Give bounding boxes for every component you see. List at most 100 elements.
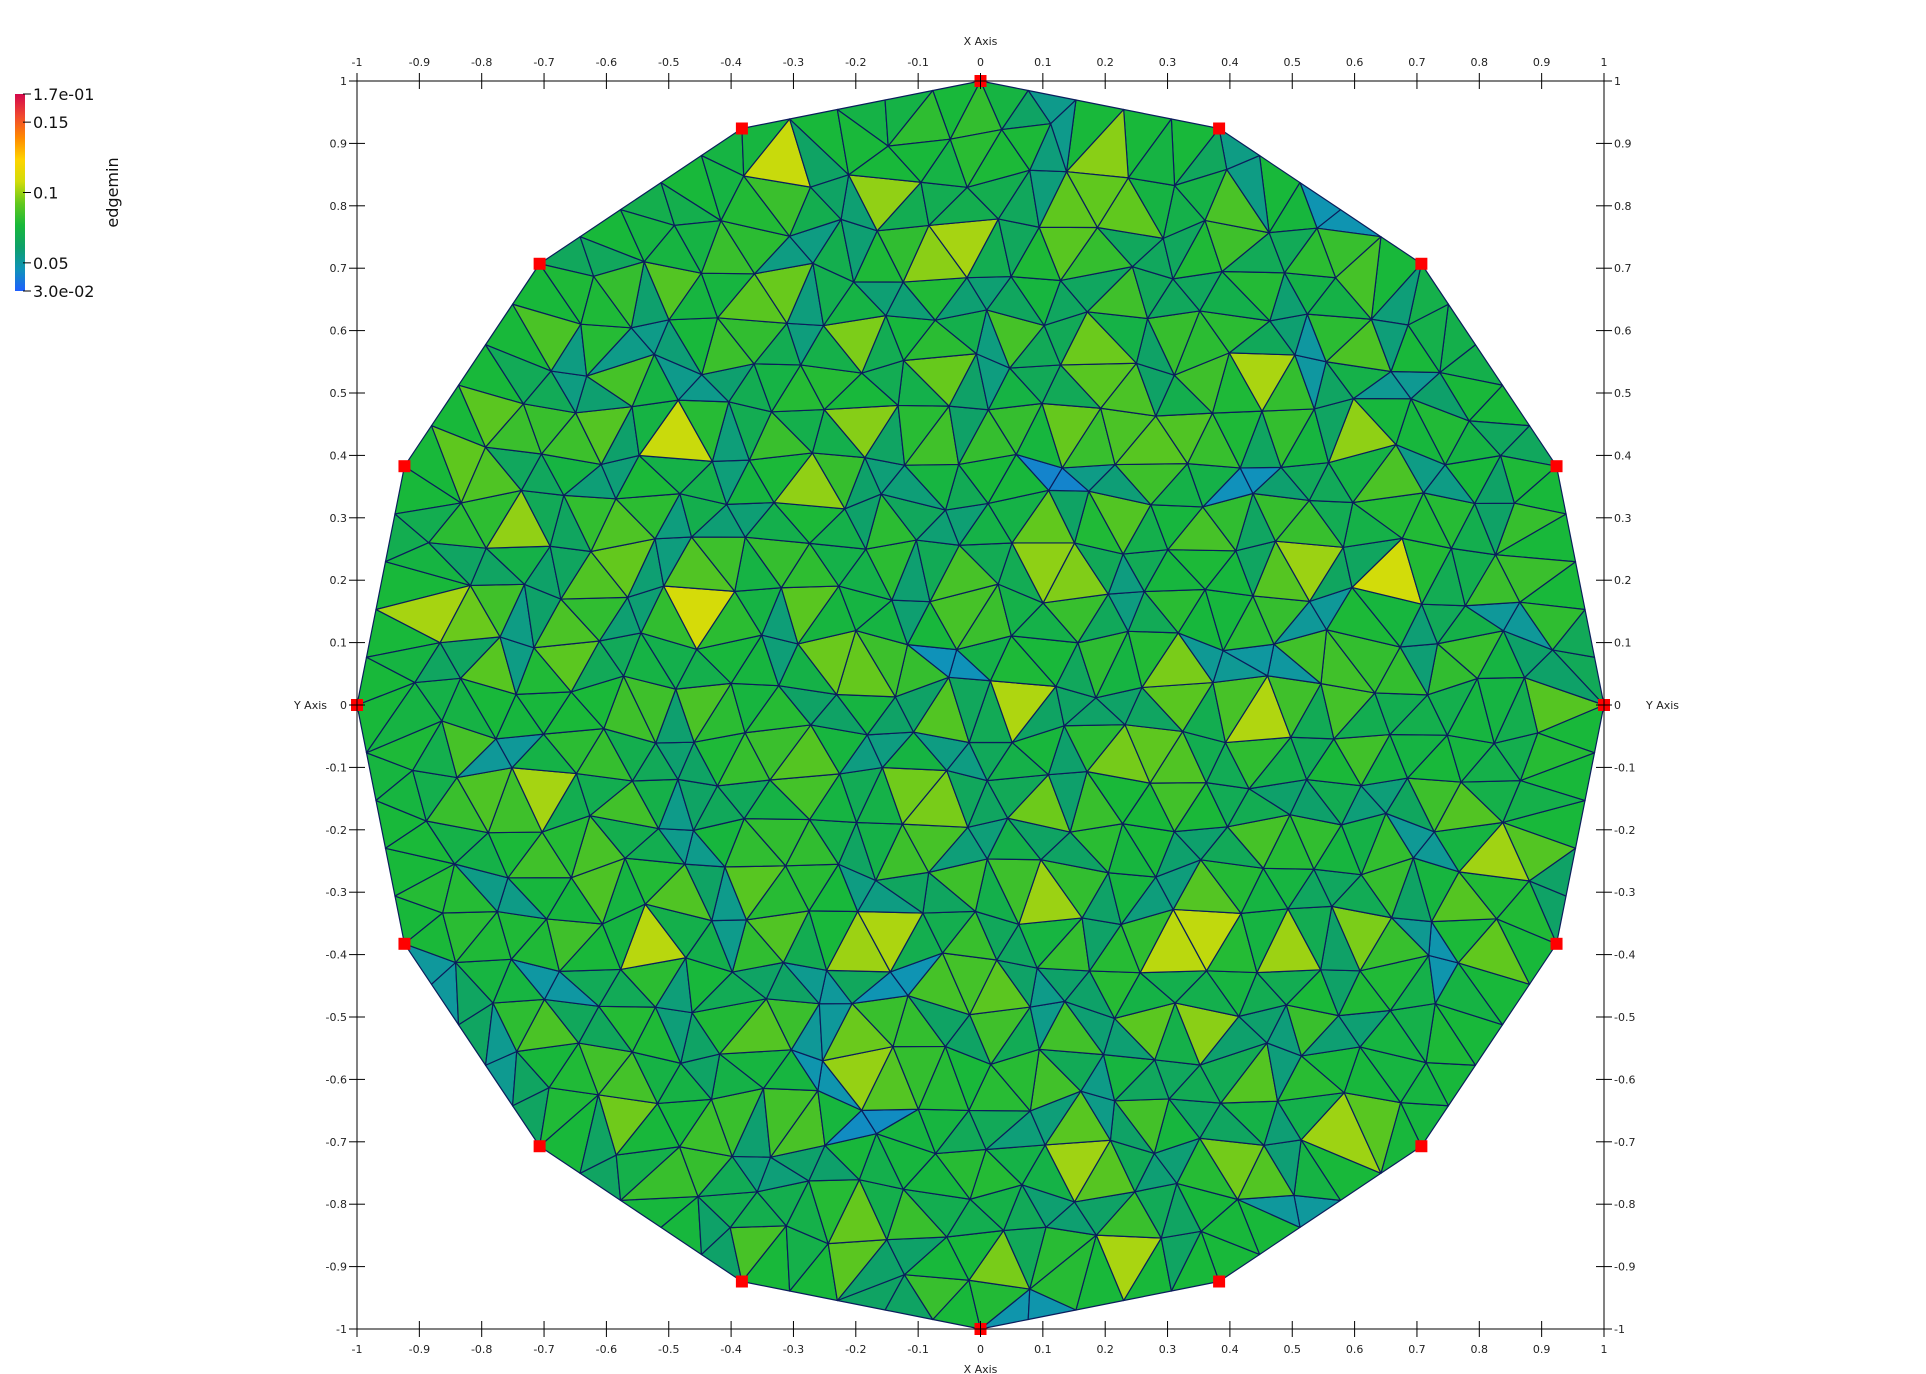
- boundary-vertex-marker: [533, 257, 546, 270]
- y-tick-label: 0.7: [330, 262, 348, 275]
- x-axis-title-bottom: X Axis: [964, 1363, 998, 1374]
- x-tick-label: 0.1: [1034, 56, 1052, 69]
- mesh-triangle: [887, 138, 951, 183]
- mesh-triangle: [673, 220, 722, 274]
- x-tick-label: -0.2: [845, 56, 866, 69]
- boundary-vertex-marker: [398, 460, 411, 473]
- mesh-triangle: [1370, 318, 1409, 373]
- y-tick-label: -0.8: [1614, 1198, 1635, 1211]
- mesh-triangle: [1519, 601, 1586, 651]
- x-axis-bottom-ticks: -1 -0.9 -0.8 -0.7 -0.6 -0.5 -0.4 -0.3 -0.2 -0.1 0 0…: [352, 1321, 1608, 1356]
- x-tick-label: 0.4: [1221, 56, 1239, 69]
- x-tick-label: 0.3: [1159, 56, 1177, 69]
- x-tick-label: 0.5: [1284, 56, 1302, 69]
- boundary-vertex-marker: [1550, 460, 1563, 473]
- x-tick-label: 0.9: [1533, 56, 1551, 69]
- y-tick-label: 1: [1614, 75, 1621, 88]
- boundary-vertex-marker: [735, 1275, 748, 1288]
- x-tick-label: -0.5: [658, 56, 679, 69]
- x-tick-label: 0.6: [1346, 1343, 1364, 1356]
- y-tick-label: 0.4: [1614, 449, 1632, 462]
- y-tick-label: 0.9: [1614, 137, 1632, 150]
- x-axis-top-ticks: -1 -0.9 -0.8 -0.7 -0.6 -0.5 -0.4 -0.3 -0.2 -0.1 0 0…: [352, 56, 1608, 89]
- y-tick-label: -0.9: [1614, 1261, 1635, 1274]
- x-tick-label: 0.1: [1034, 1343, 1052, 1356]
- y-tick-label: -1: [1614, 1323, 1625, 1336]
- x-tick-label: 1: [1601, 1343, 1608, 1356]
- mesh-triangle: [593, 261, 645, 329]
- y-axis-left-ticks: -1 -0.9 -0.8 -0.7 -0.6 -0.5 -0.4 -0.3 -0.2 -0.1 0 0…: [326, 75, 365, 1336]
- mesh-triangle: [949, 128, 1003, 188]
- x-tick-label: -0.3: [783, 1343, 804, 1356]
- y-tick-label: 0.9: [330, 137, 348, 150]
- x-tick-label: -0.1: [907, 56, 928, 69]
- y-tick-label: -0.3: [326, 886, 347, 899]
- mesh-triangle: [1173, 168, 1228, 222]
- y-tick-label: 0.2: [330, 574, 348, 587]
- x-tick-label: 0.9: [1533, 1343, 1551, 1356]
- y-axis-right-ticks: -1 -0.9 -0.8 -0.7 -0.6 -0.5 -0.4 -0.3 -0.2 -0.1 0 0…: [1596, 75, 1635, 1336]
- y-tick-label: 0.5: [1614, 387, 1632, 400]
- colorbar-tick-label-0-15: 0.15: [33, 113, 69, 132]
- y-tick-label: -0.7: [1614, 1136, 1635, 1149]
- boundary-vertex-marker: [735, 122, 748, 135]
- y-tick-label: 0.2: [1614, 574, 1632, 587]
- y-axis-title-left: Y Axis: [293, 699, 327, 712]
- x-tick-label: 1: [1601, 56, 1608, 69]
- y-tick-label: 0.1: [330, 637, 348, 650]
- x-tick-label: -1: [352, 1343, 363, 1356]
- x-tick-label: 0.7: [1408, 56, 1426, 69]
- mesh-triangle: [1065, 171, 1129, 229]
- y-tick-label: 0.6: [1614, 325, 1632, 338]
- x-tick-label: 0.3: [1159, 1343, 1177, 1356]
- mesh-triangle: [809, 174, 850, 220]
- boundary-vertex-marker: [1213, 1275, 1226, 1288]
- y-tick-label: -0.9: [326, 1261, 347, 1274]
- x-tick-label: -0.6: [596, 56, 617, 69]
- x-tick-label: 0.6: [1346, 56, 1364, 69]
- boundary-vertex-marker: [398, 937, 411, 950]
- boundary-vertex-marker: [1213, 122, 1226, 135]
- y-tick-label: -0.5: [1614, 1011, 1635, 1024]
- y-tick-label: 0: [1614, 699, 1621, 712]
- x-tick-label: 0.8: [1471, 56, 1489, 69]
- y-tick-label: 0.8: [330, 200, 348, 213]
- colorbar-title: edgemin: [103, 157, 122, 227]
- x-tick-label: -0.7: [533, 1343, 554, 1356]
- y-tick-label: 0.3: [330, 512, 348, 525]
- colorbar-legend: 1.7e-01 3.0e-02 0.15 0.1 0.05 edgemin: [15, 85, 122, 301]
- x-tick-label: 0.8: [1471, 1343, 1489, 1356]
- x-tick-label: -0.6: [596, 1343, 617, 1356]
- y-tick-label: 0.6: [330, 325, 348, 338]
- y-tick-label: -0.5: [326, 1011, 347, 1024]
- y-tick-label: 0.5: [330, 387, 348, 400]
- y-tick-label: 0.3: [1614, 512, 1632, 525]
- x-tick-label: -0.9: [409, 1343, 430, 1356]
- y-tick-label: -0.4: [1614, 949, 1635, 962]
- x-axis-title-top: X Axis: [964, 35, 998, 48]
- y-tick-label: -0.2: [326, 824, 347, 837]
- x-tick-label: -0.4: [720, 1343, 741, 1356]
- y-tick-label: 0: [340, 699, 347, 712]
- x-tick-label: -0.8: [471, 56, 492, 69]
- colorbar-tick-label-0-05: 0.05: [33, 254, 69, 273]
- x-tick-label: -0.2: [845, 1343, 866, 1356]
- y-tick-label: -0.6: [1614, 1073, 1635, 1086]
- x-tick-label: -0.4: [720, 56, 741, 69]
- x-tick-label: 0: [977, 56, 984, 69]
- y-tick-label: -0.4: [326, 949, 347, 962]
- y-tick-label: 0.1: [1614, 637, 1632, 650]
- y-tick-label: 0.7: [1614, 262, 1632, 275]
- y-tick-label: 0.4: [330, 449, 348, 462]
- mesh-triangle: [1127, 118, 1176, 187]
- x-tick-label: -0.5: [658, 1343, 679, 1356]
- y-tick-label: -0.7: [326, 1136, 347, 1149]
- y-tick-label: 0.8: [1614, 200, 1632, 213]
- x-tick-label: -1: [352, 56, 363, 69]
- y-tick-label: 1: [340, 75, 347, 88]
- x-tick-label: -0.8: [471, 1343, 492, 1356]
- boundary-vertex-marker: [1415, 1140, 1428, 1153]
- mesh-triangle: [1268, 227, 1318, 274]
- y-tick-label: -0.3: [1614, 886, 1635, 899]
